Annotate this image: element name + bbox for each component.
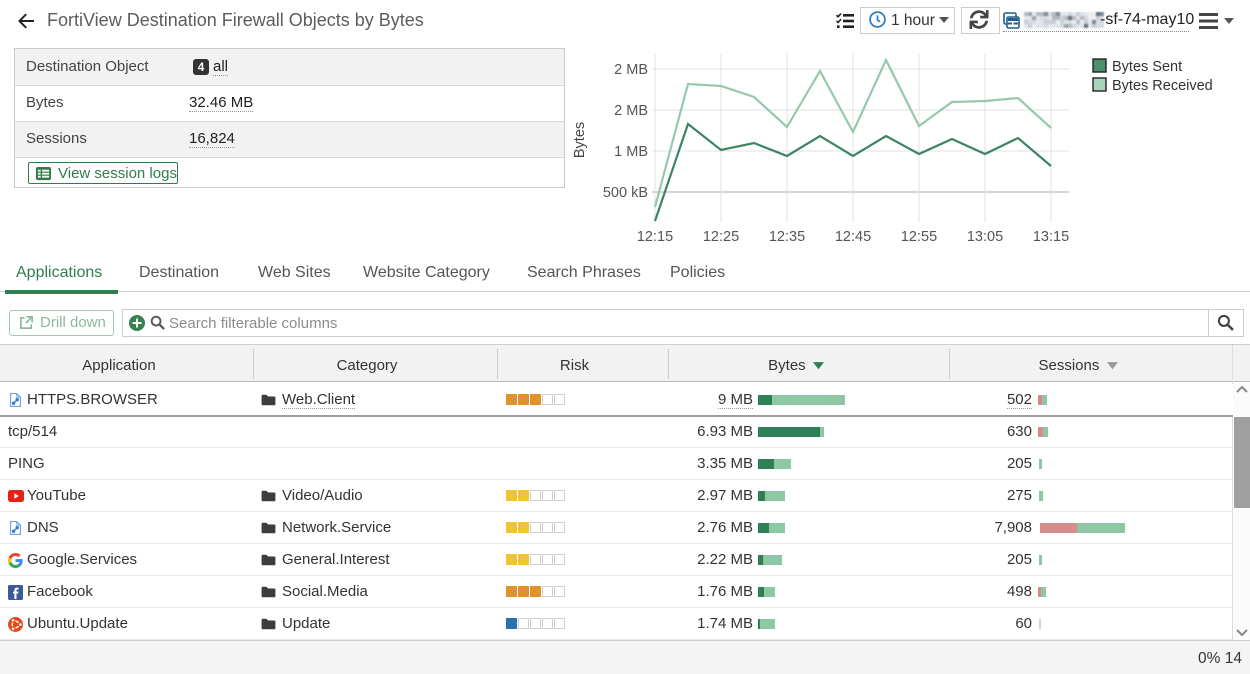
svg-text:13:05: 13:05: [967, 229, 1003, 245]
svg-text:2 MB: 2 MB: [614, 62, 648, 78]
svg-text:12:55: 12:55: [901, 229, 937, 245]
svg-text:Bytes: Bytes: [572, 122, 588, 158]
svg-text:12:35: 12:35: [769, 229, 805, 245]
svg-text:12:15: 12:15: [637, 229, 673, 245]
svg-text:2 MB: 2 MB: [614, 103, 648, 119]
svg-text:500 kB: 500 kB: [603, 185, 648, 201]
svg-text:12:45: 12:45: [835, 229, 871, 245]
svg-text:12:25: 12:25: [703, 229, 739, 245]
svg-text:1 MB: 1 MB: [614, 144, 648, 160]
svg-text:Bytes Sent: Bytes Sent: [1112, 59, 1182, 75]
svg-text:Bytes Received: Bytes Received: [1112, 78, 1213, 94]
svg-text:13:15: 13:15: [1033, 229, 1069, 245]
